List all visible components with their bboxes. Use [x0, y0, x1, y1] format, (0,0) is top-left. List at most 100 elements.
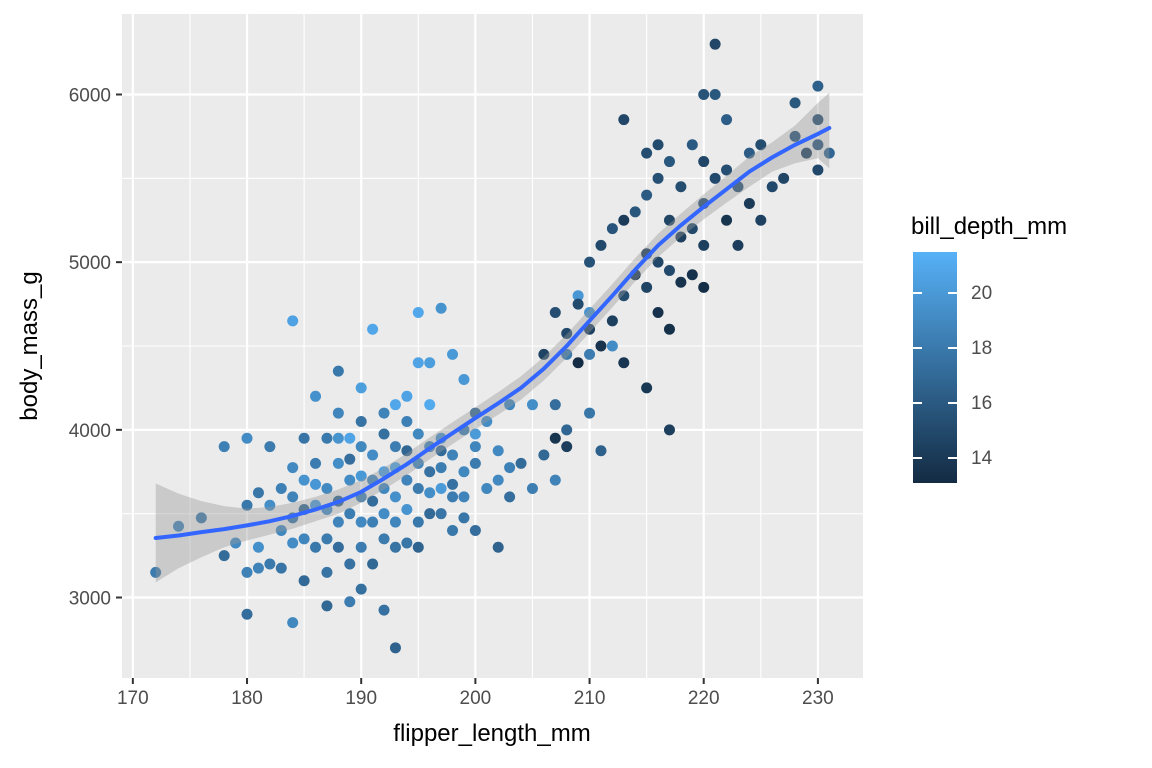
- data-point: [458, 374, 470, 386]
- data-point: [469, 428, 481, 440]
- data-point: [412, 357, 424, 369]
- data-point: [412, 457, 424, 469]
- data-point: [732, 239, 744, 251]
- data-point: [298, 474, 310, 486]
- data-point: [515, 457, 527, 469]
- data-point: [492, 541, 504, 553]
- data-point: [709, 172, 721, 184]
- data-point: [355, 541, 367, 553]
- data-point: [641, 147, 653, 159]
- data-point: [549, 399, 561, 411]
- data-point: [321, 566, 333, 578]
- data-point: [686, 223, 698, 235]
- data-point: [561, 348, 573, 360]
- data-point: [389, 642, 401, 654]
- data-point: [709, 88, 721, 100]
- data-point: [606, 223, 618, 235]
- data-point: [287, 537, 299, 549]
- data-point: [481, 483, 493, 495]
- data-point: [698, 156, 710, 168]
- data-point: [332, 432, 344, 444]
- data-point: [401, 474, 413, 486]
- data-point: [389, 541, 401, 553]
- data-point: [344, 508, 356, 520]
- data-point: [378, 508, 390, 520]
- data-point: [458, 512, 470, 524]
- data-point: [458, 491, 470, 503]
- data-point: [561, 424, 573, 436]
- data-point: [310, 541, 322, 553]
- data-point: [412, 541, 424, 553]
- data-point: [344, 432, 356, 444]
- data-point: [241, 499, 253, 511]
- data-point: [755, 214, 767, 226]
- data-point: [332, 365, 344, 377]
- data-point: [150, 566, 162, 578]
- data-point: [561, 441, 573, 453]
- data-point: [663, 214, 675, 226]
- x-tick-label: 170: [117, 688, 149, 709]
- data-point: [447, 524, 459, 536]
- data-point: [584, 407, 596, 419]
- data-point: [721, 164, 733, 176]
- data-point: [492, 474, 504, 486]
- data-point: [812, 80, 824, 92]
- x-tick-label: 220: [688, 688, 720, 709]
- data-point: [595, 239, 607, 251]
- data-point: [652, 139, 664, 151]
- data-point: [698, 239, 710, 251]
- data-point: [812, 164, 824, 176]
- data-point: [332, 457, 344, 469]
- data-point: [504, 462, 516, 474]
- data-point: [652, 172, 664, 184]
- x-tick-label: 200: [460, 688, 492, 709]
- x-tick-label: 210: [574, 688, 606, 709]
- data-point: [606, 340, 618, 352]
- data-point: [447, 449, 459, 461]
- data-point: [538, 449, 550, 461]
- data-point: [595, 340, 607, 352]
- data-point: [321, 483, 333, 495]
- data-point: [344, 453, 356, 465]
- data-point: [287, 462, 299, 474]
- data-point: [378, 483, 390, 495]
- data-point: [424, 466, 436, 478]
- data-point: [298, 575, 310, 587]
- data-point: [435, 483, 447, 495]
- data-point: [447, 348, 459, 360]
- data-point: [618, 357, 630, 369]
- data-point: [572, 357, 584, 369]
- data-point: [492, 445, 504, 457]
- data-point: [549, 474, 561, 486]
- data-point: [789, 97, 801, 109]
- data-point: [218, 550, 230, 562]
- data-point: [389, 441, 401, 453]
- data-point: [287, 617, 299, 629]
- data-point: [800, 147, 812, 159]
- data-point: [458, 466, 470, 478]
- data-point: [389, 516, 401, 528]
- data-point: [652, 306, 664, 318]
- data-point: [275, 524, 287, 536]
- data-point: [675, 276, 687, 288]
- x-axis-title: flipper_length_mm: [393, 720, 591, 747]
- data-point: [173, 520, 185, 532]
- data-point: [743, 197, 755, 209]
- data-point: [686, 139, 698, 151]
- data-point: [367, 495, 379, 507]
- data-point: [572, 298, 584, 310]
- data-point: [332, 541, 344, 553]
- data-point: [481, 415, 493, 427]
- data-point: [412, 428, 424, 440]
- data-point: [401, 537, 413, 549]
- data-point: [641, 382, 653, 394]
- y-tick-label: 5000: [69, 253, 111, 274]
- data-point: [298, 432, 310, 444]
- data-point: [812, 114, 824, 126]
- confidence-band: [155, 92, 830, 583]
- data-point: [252, 541, 264, 553]
- data-point: [378, 533, 390, 545]
- data-point: [549, 306, 561, 318]
- data-point: [504, 399, 516, 411]
